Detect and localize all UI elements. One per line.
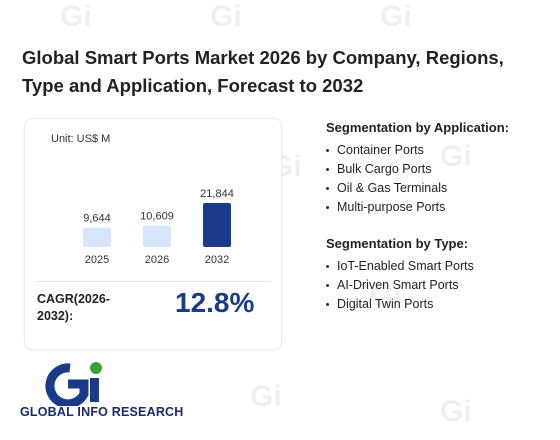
segmentation-application-title: Segmentation by Application:: [326, 120, 509, 135]
cagr-value: 12.8%: [175, 287, 255, 318]
card-divider: [35, 281, 271, 282]
logo-mark-icon: [45, 362, 102, 409]
watermark-logo: Gi: [380, 0, 412, 33]
category-label: 2025: [85, 254, 109, 266]
segmentation-type: Segmentation by Type: IoT-Enabled Smart …: [326, 236, 474, 314]
type-item: AI-Driven Smart Ports: [326, 276, 474, 295]
bar-value-label: 10,609: [140, 211, 174, 223]
application-item: Oil & Gas Terminals: [326, 179, 509, 198]
watermark-logo: Gi: [440, 395, 472, 428]
segmentation-type-title: Segmentation by Type:: [326, 236, 469, 251]
watermark-logo: Gi: [210, 0, 242, 33]
bar-2026: [143, 225, 171, 247]
application-item: Multi-purpose Ports: [326, 198, 509, 217]
watermark-logo: Gi: [250, 380, 282, 413]
segmentation-application: Segmentation by Application: Container P…: [326, 120, 509, 217]
logo-text: GLOBAL INFO RESEARCH: [20, 405, 184, 419]
company-logo: GLOBAL INFO RESEARCH: [18, 360, 198, 422]
type-item: IoT-Enabled Smart Ports: [326, 257, 474, 276]
bar-value-label: 21,844: [200, 188, 234, 200]
bar-value-label: 9,644: [83, 213, 111, 225]
category-label: 2032: [205, 254, 229, 266]
cagr-label: CAGR(2026-2032):: [37, 292, 110, 323]
watermark-logo: Gi: [60, 0, 92, 33]
category-label: 2026: [145, 254, 169, 266]
bar-chart: 9,644 2025 10,609 2026 21,844 2032: [83, 188, 234, 266]
unit-label: Unit: US$ M: [51, 133, 111, 145]
chart-title: Global Smart Ports Market 2026 by Compan…: [22, 47, 504, 96]
application-item: Container Ports: [326, 141, 509, 160]
market-size-card: Unit: US$ M 9,644 2025 10,609 2026 21,844 203…: [24, 118, 282, 350]
bar-2025: [83, 227, 111, 247]
type-item: Digital Twin Ports: [326, 295, 474, 314]
bar-2032: [203, 203, 231, 247]
application-item: Bulk Cargo Ports: [326, 160, 509, 179]
